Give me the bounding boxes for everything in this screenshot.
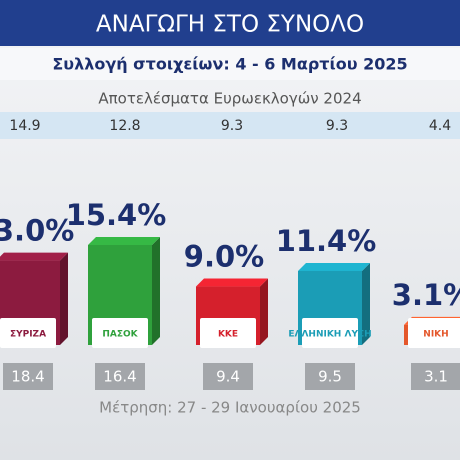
reference-value: 14.9 — [9, 118, 40, 134]
value-label: 15.4% — [66, 198, 167, 232]
previous-value: 9.4 — [216, 368, 240, 386]
party-name: ΝΙΚΗ — [423, 330, 448, 340]
party-name: ΣΥΡΙΖΑ — [10, 330, 46, 340]
bar-side — [260, 278, 268, 345]
bar-side — [60, 252, 68, 345]
value-label: 13.0% — [0, 214, 74, 248]
party-logo-box — [200, 318, 256, 348]
title: ΑΝΑΓΩΓΗ ΣΤΟ ΣΥΝΟΛΟ — [96, 12, 364, 38]
bar-side — [152, 237, 160, 345]
previous-value-box — [411, 363, 460, 390]
previous-value: 3.1 — [424, 368, 448, 386]
previous-value: 9.5 — [318, 368, 342, 386]
reference-value: 4.4 — [429, 118, 451, 134]
value-label: 11.4% — [276, 224, 377, 258]
party-logo-box — [408, 318, 460, 348]
reference-title: Αποτελέσματα Ευρωεκλογών 2024 — [98, 90, 361, 108]
title-band — [0, 0, 460, 46]
party-logo-box — [92, 318, 148, 348]
subtitle: Συλλογή στοιχείων: 4 - 6 Μαρτίου 2025 — [52, 55, 407, 74]
previous-value: 16.4 — [103, 368, 136, 386]
footer: Μέτρηση: 27 - 29 Ιανουαρίου 2025 — [99, 399, 361, 417]
party-name: ΚΚΕ — [218, 330, 238, 340]
reference-band — [0, 112, 460, 139]
party-logo-box — [302, 318, 358, 348]
value-label: 9.0% — [184, 240, 264, 274]
subtitle-band — [0, 48, 460, 80]
previous-value: 18.4 — [11, 368, 44, 386]
previous-value-box — [95, 363, 145, 390]
bar-top — [196, 278, 268, 287]
bar-top — [88, 237, 160, 245]
value-label: 3.1% — [392, 278, 460, 312]
reference-value: 9.3 — [221, 118, 243, 134]
bar-top — [0, 252, 68, 261]
party-name: ΕΛΛΗΝΙΚΗ ΛΥΣΗ — [288, 330, 371, 340]
reference-value: 12.8 — [109, 118, 140, 134]
bar-top — [298, 262, 370, 271]
party-logo-box — [0, 318, 56, 348]
previous-value-box — [203, 363, 253, 390]
previous-value-box — [305, 363, 355, 390]
previous-value-box — [3, 363, 53, 390]
reference-value: 9.3 — [326, 118, 348, 134]
party-name: ΠΑΣΟΚ — [102, 330, 138, 340]
bar-side — [362, 262, 370, 345]
